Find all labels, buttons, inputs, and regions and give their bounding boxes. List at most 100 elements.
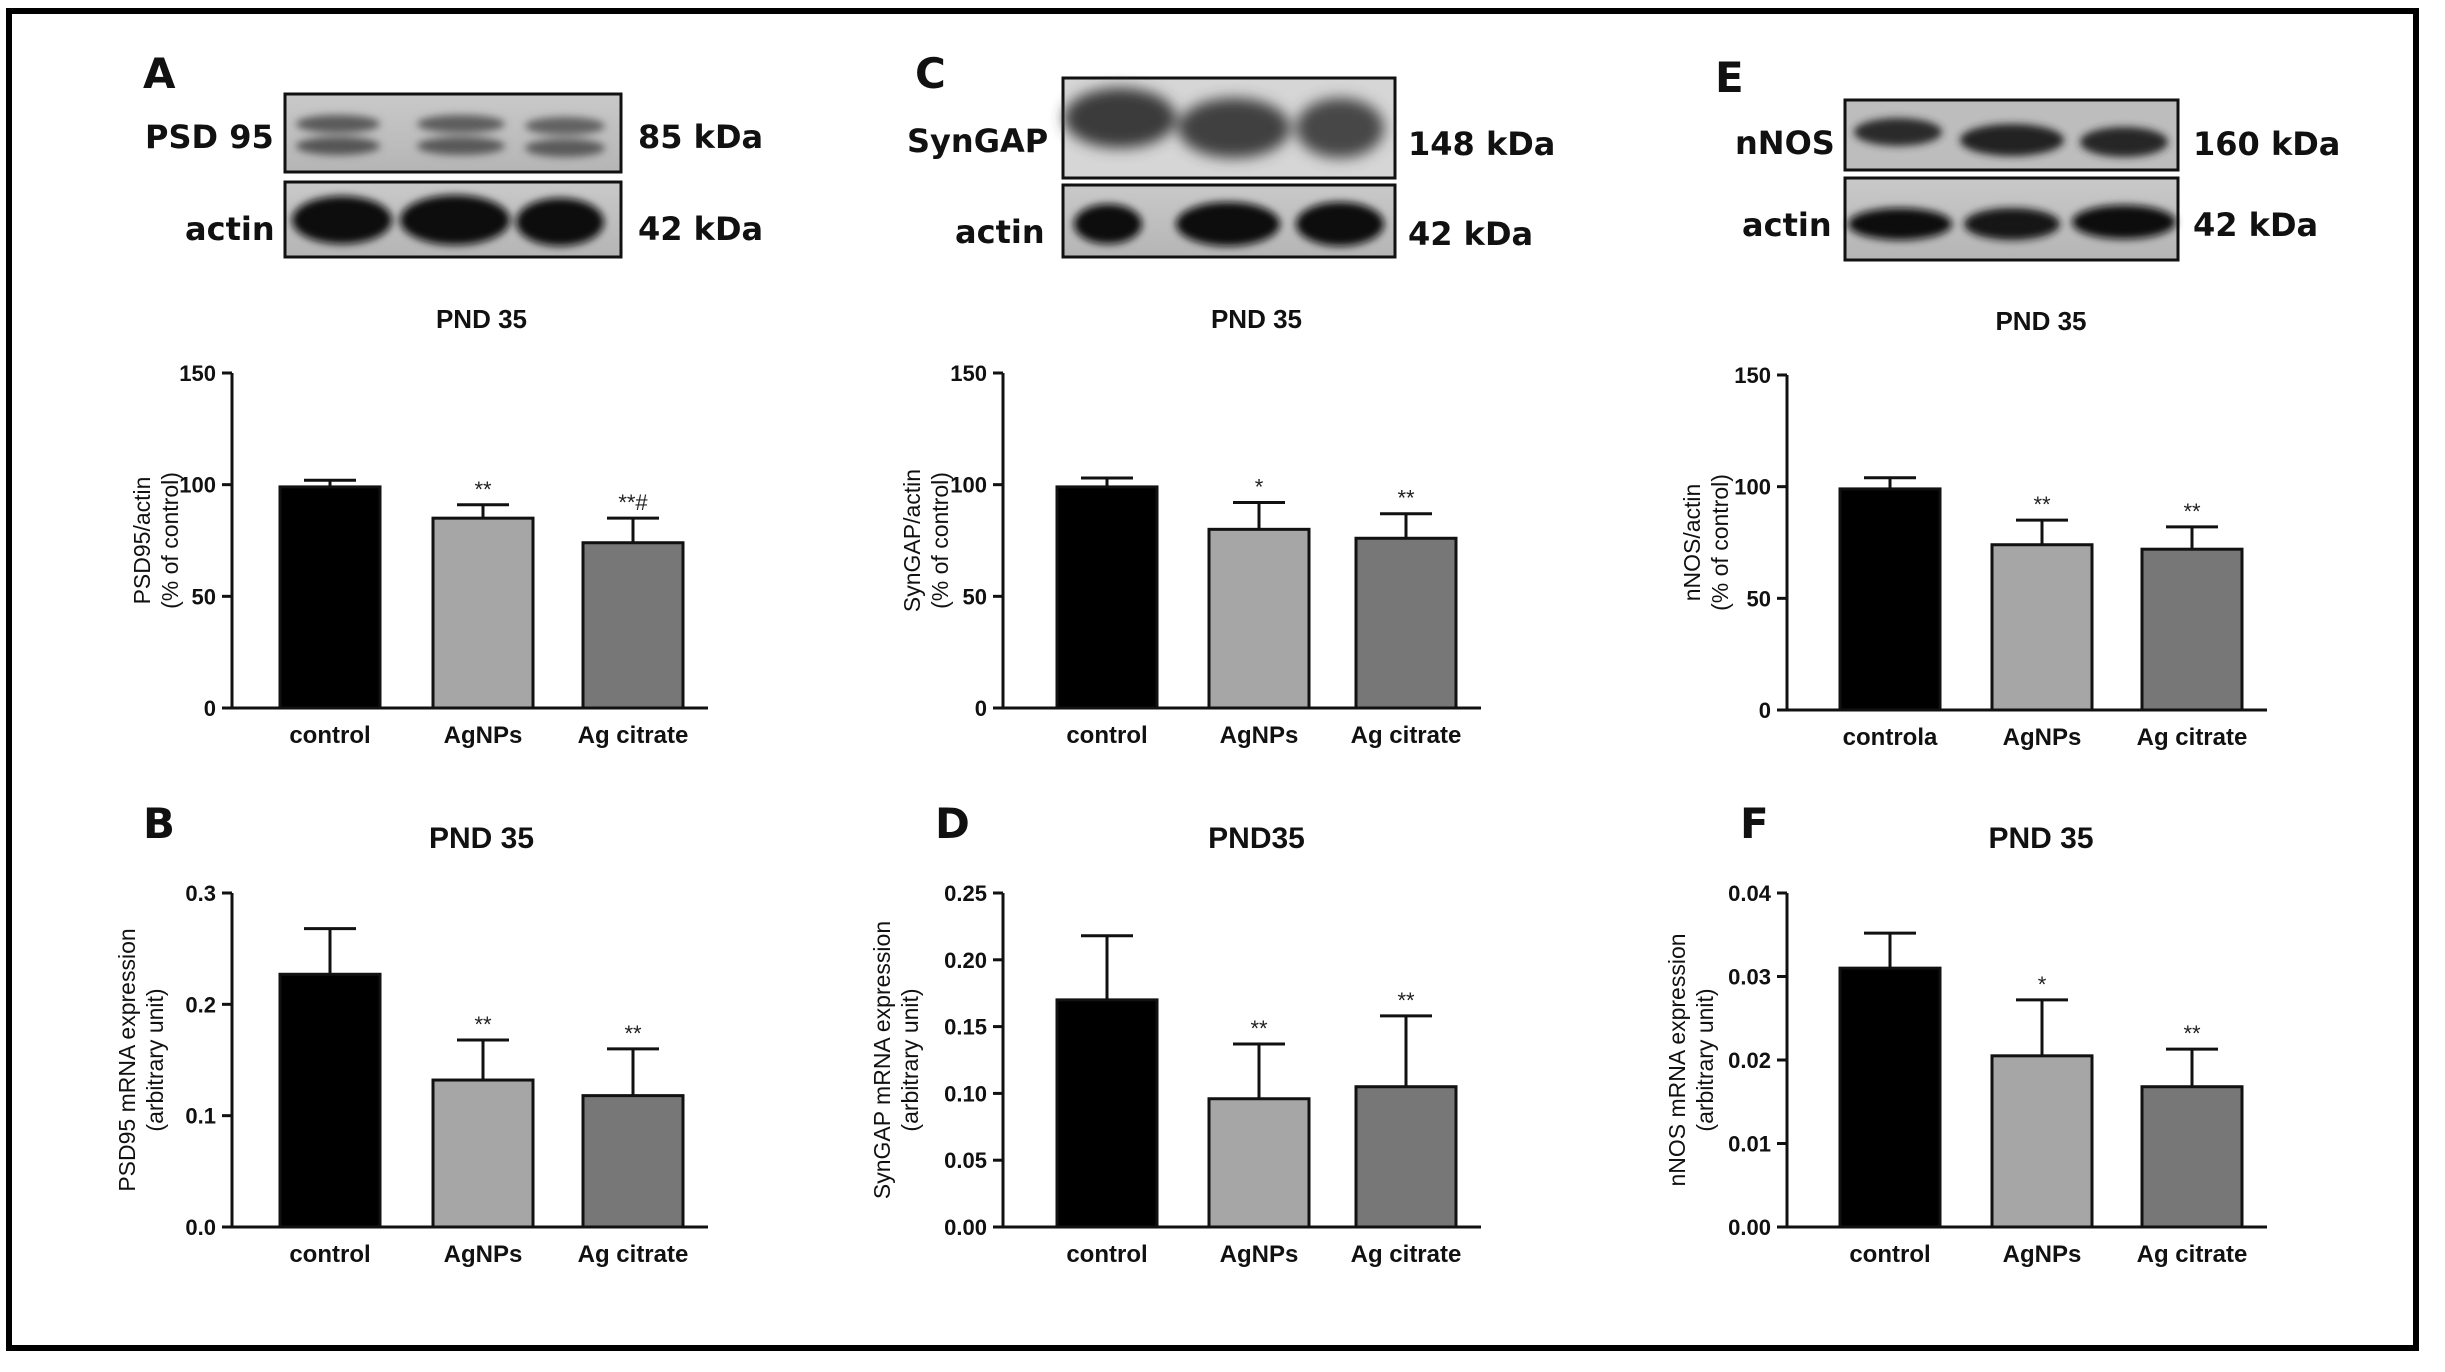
category-label: Ag citrate — [2137, 1241, 2248, 1268]
y-axis-title: PSD95 mRNA expression(arbitrary unit) — [114, 928, 168, 1191]
bar-control — [278, 485, 382, 710]
blot-label-syngap: SynGAP — [907, 122, 1048, 160]
category-label: control — [1849, 1241, 1930, 1268]
bar-ag-citrate — [581, 541, 685, 710]
blot-label-nnos: nNOS — [1735, 124, 1835, 162]
y-axis-title: nNOS/actin(% of control) — [1679, 474, 1733, 611]
panel-letter-c: C — [915, 49, 946, 98]
y-tick-label: 0.15 — [944, 1015, 987, 1040]
chart-e-nnos-protein: PND 35 0 50 100 150 nNOS/actin(% of control) c… — [1679, 306, 2267, 751]
category-label: AgNPs — [1220, 722, 1299, 749]
significance-marker: **# — [618, 490, 648, 515]
y-tick-label: 0.02 — [1728, 1048, 1771, 1073]
category-label: AgNPs — [2003, 1241, 2082, 1268]
y-tick-label: 0.01 — [1728, 1132, 1771, 1157]
significance-marker: ** — [2033, 492, 2051, 517]
blot-bands-actin-c — [1074, 202, 1384, 246]
chart-title: PND35 — [1208, 822, 1305, 855]
significance-marker: ** — [1250, 1016, 1268, 1041]
blot-bands-syngap — [1064, 88, 1384, 158]
chart-title: PND 35 — [429, 822, 534, 855]
y-axis-title-line: nNOS mRNA expression — [1664, 933, 1690, 1186]
y-tick-label: 0.25 — [944, 881, 987, 906]
y-axis-title-line: PSD95 mRNA expression — [114, 928, 140, 1191]
category-label: AgNPs — [1220, 1241, 1299, 1268]
chart-title: PND 35 — [1211, 304, 1302, 334]
y-axis-title-line: (% of control) — [1707, 474, 1733, 611]
western-blot-nnos: nNOS 160 kDa actin 42 kDa — [1735, 98, 2340, 262]
bar-agnps — [431, 516, 535, 710]
chart-c-syngap-protein: PND 35 0 50 100 150 SynGAP/actin(% of control… — [899, 304, 1481, 749]
y-tick-label: 0 — [975, 696, 987, 721]
y-axis-title: PSD95/actin(% of control) — [129, 472, 183, 609]
y-axis-title-line: (% of control) — [157, 472, 183, 609]
blot-bands-psd95 — [296, 115, 605, 157]
category-label: Ag citrate — [578, 722, 689, 749]
bar-ag-citrate — [581, 1094, 685, 1229]
blot-kda-psd95: 85 kDa — [638, 118, 763, 156]
significance-marker: ** — [624, 1021, 642, 1046]
chart-d-syngap-mrna: PND35 0.00 0.05 0.10 0.15 0.20 0.25 SynGAP mRNA… — [869, 822, 1481, 1268]
y-tick-label: 0.0 — [185, 1215, 216, 1240]
bar-agnps — [1990, 543, 2094, 712]
blot-kda-syngap: 148 kDa — [1408, 125, 1555, 163]
bar-ag-citrate — [2140, 547, 2244, 712]
y-axis-title-line: nNOS/actin — [1679, 484, 1705, 602]
y-tick-label: 0.04 — [1728, 881, 1772, 906]
category-label: AgNPs — [2003, 724, 2082, 751]
bar-ag-citrate — [1354, 1085, 1458, 1229]
y-tick-label: 100 — [179, 473, 216, 498]
blot-kda-actin-e: 42 kDa — [2193, 206, 2318, 244]
significance-marker: ** — [2183, 499, 2201, 524]
significance-marker: ** — [2183, 1021, 2201, 1046]
category-label: control — [1066, 722, 1147, 749]
y-tick-label: 150 — [950, 361, 987, 386]
chart-title: PND 35 — [436, 304, 527, 334]
y-tick-label: 0.00 — [1728, 1215, 1771, 1240]
y-tick-label: 100 — [1734, 475, 1771, 500]
y-tick-label: 50 — [192, 584, 216, 609]
y-axis-title-line: (arbitrary unit) — [1692, 988, 1718, 1131]
bar-control — [1838, 966, 1942, 1229]
y-axis-title-line: (arbitrary unit) — [897, 988, 923, 1131]
y-tick-label: 50 — [1747, 586, 1771, 611]
y-tick-label: 0.1 — [185, 1104, 216, 1129]
y-tick-label: 0.03 — [1728, 965, 1771, 990]
chart-title: PND 35 — [1995, 306, 2086, 336]
category-label: controla — [1843, 724, 1938, 751]
blot-bands-nnos — [1854, 118, 2168, 157]
chart-b-psd95-mrna: PND 35 0.0 0.1 0.2 0.3 PSD95 mRNA expression(… — [114, 822, 708, 1268]
significance-marker: ** — [474, 1012, 492, 1037]
y-tick-label: 0 — [1759, 698, 1771, 723]
y-axis-title-line: SynGAP mRNA expression — [869, 921, 895, 1199]
bar-control — [278, 972, 382, 1229]
blot-label-actin-e: actin — [1742, 206, 1832, 244]
significance-marker: * — [1255, 475, 1264, 500]
western-blot-syngap: SynGAP 148 kDa actin 42 kDa — [907, 76, 1555, 259]
y-tick-label: 150 — [179, 361, 216, 386]
category-label: Ag citrate — [578, 1241, 689, 1268]
blot-bands-actin-e — [1848, 205, 2176, 240]
panel-letter-b: B — [143, 799, 175, 848]
y-tick-label: 0.00 — [944, 1215, 987, 1240]
figure-frame — [6, 8, 2419, 1351]
bar-controla — [1838, 487, 1942, 712]
bar-agnps — [1990, 1054, 2094, 1229]
blot-label-psd95: PSD 95 — [145, 118, 274, 156]
bar-control — [1055, 485, 1159, 710]
y-tick-label: 0.05 — [944, 1148, 987, 1173]
category-label: AgNPs — [444, 722, 523, 749]
bar-ag-citrate — [1354, 536, 1458, 710]
blot-label-actin-c: actin — [955, 213, 1045, 251]
panel-letter-f: F — [1740, 799, 1769, 848]
y-tick-label: 50 — [963, 584, 987, 609]
category-label: control — [289, 722, 370, 749]
category-label: Ag citrate — [1351, 722, 1462, 749]
panel-letter-a: A — [143, 49, 176, 98]
y-axis-title-line: (% of control) — [927, 472, 953, 609]
y-tick-label: 0 — [204, 696, 216, 721]
blot-kda-actin-c: 42 kDa — [1408, 215, 1533, 253]
category-label: control — [1066, 1241, 1147, 1268]
chart-a-psd95-protein: PND 35 0 50 100 150 PSD95/actin(% of control)… — [129, 304, 708, 749]
bar-agnps — [431, 1078, 535, 1229]
